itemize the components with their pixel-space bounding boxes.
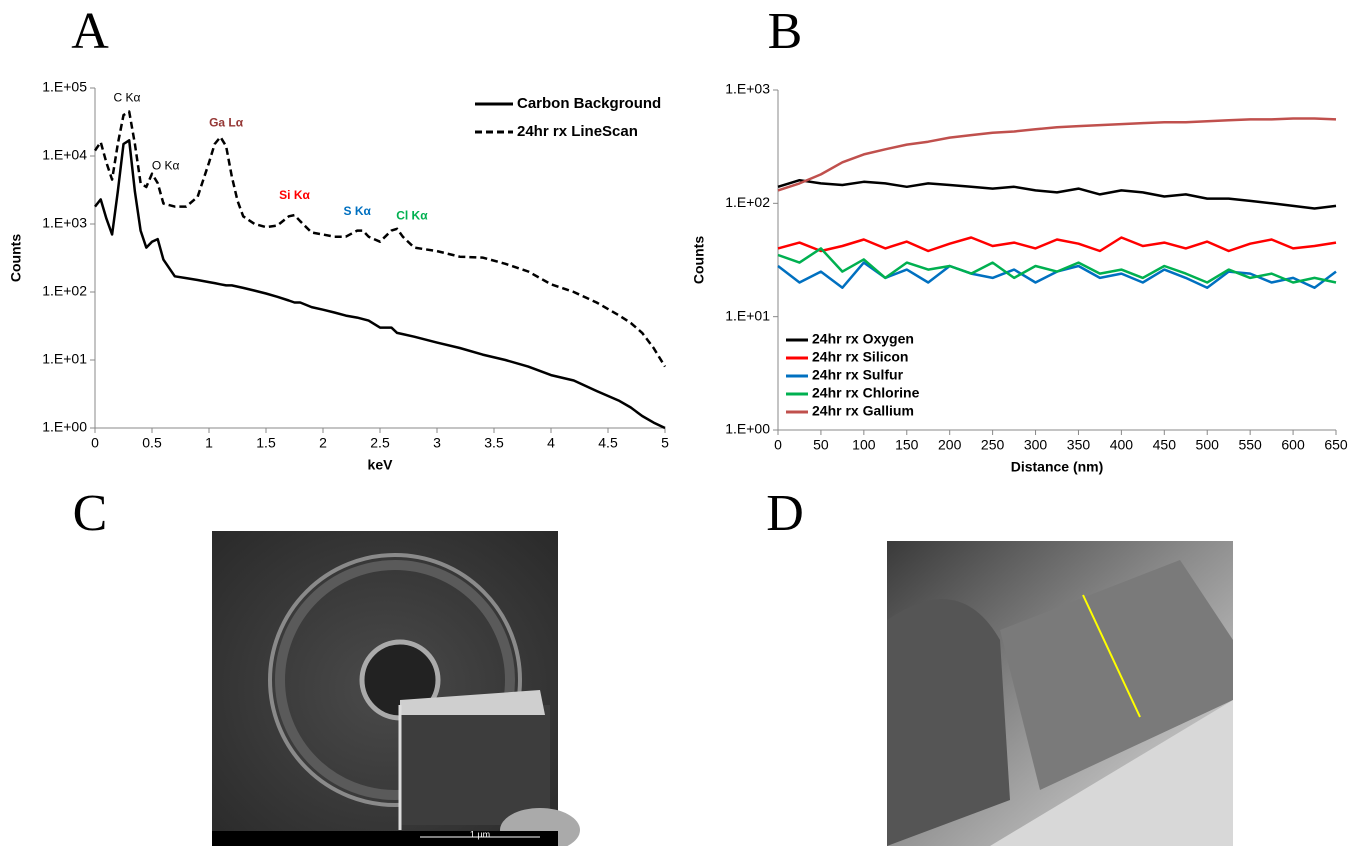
x-axis-title: Distance (nm) [1011,459,1104,475]
y-tick-label: 1.E+05 [42,79,87,95]
y-axis-title: Counts [691,236,707,284]
x-tick-label: 600 [1281,437,1305,453]
sem-image-d [887,541,1233,846]
data-line [777,247,1337,284]
legend-label: 24hr rx Chlorine [812,385,920,401]
legend-label: 24hr rx Gallium [812,403,914,419]
x-tick-label: 650 [1324,437,1348,453]
sem-image-c [212,531,580,851]
peak-label: Cl Kα [396,208,428,222]
x-tick-label: 250 [981,437,1005,453]
x-tick-label: 400 [1110,437,1134,453]
panel-label: C [73,485,108,542]
data-line [777,236,1337,253]
peak-label: Ga Lα [209,116,244,130]
x-tick-label: 0 [91,435,99,451]
x-tick-label: 550 [1238,437,1262,453]
x-tick-label: 1.5 [256,435,276,451]
x-tick-label: 350 [1067,437,1091,453]
x-axis-title: keV [368,457,394,473]
peak-label: Si Kα [279,188,310,202]
x-tick-label: 100 [852,437,876,453]
legend-label: 24hr rx Sulfur [812,367,904,383]
x-tick-label: 5 [661,435,669,451]
x-tick-label: 300 [1024,437,1048,453]
x-tick-label: 150 [895,437,919,453]
panel-label: D [766,485,804,542]
panel-label: A [71,3,109,60]
x-tick-label: 4.5 [598,435,618,451]
x-tick-label: 0.5 [142,435,162,451]
y-tick-label: 1.E+03 [42,215,87,231]
y-tick-label: 1.E+00 [725,421,770,437]
x-tick-label: 450 [1153,437,1177,453]
y-tick-label: 1.E+00 [42,419,87,435]
y-tick-label: 1.E+04 [42,147,87,163]
y-tick-label: 1.E+03 [725,81,770,97]
peak-label: O Kα [152,159,180,173]
x-tick-label: 1 [205,435,213,451]
peak-label: C Kα [113,91,140,105]
x-tick-label: 500 [1196,437,1220,453]
peak-label: S Kα [344,204,372,218]
y-tick-label: 1.E+01 [42,351,87,367]
data-line [777,178,1337,210]
legend-label: 24hr rx LineScan [517,123,638,140]
x-tick-label: 3 [433,435,441,451]
legend-label: 24hr rx Oxygen [812,331,914,347]
x-tick-label: 0 [774,437,782,453]
legend-label: Carbon Background [517,95,661,112]
x-tick-label: 3.5 [484,435,504,451]
legend-label: 24hr rx Silicon [812,349,908,365]
data-line [93,110,667,368]
panel-label: B [768,3,803,60]
data-line [777,261,1337,289]
scale-bar-label: 1 μm [470,829,490,839]
y-tick-label: 1.E+02 [725,194,770,210]
x-tick-label: 4 [547,435,555,451]
y-tick-label: 1.E+01 [725,307,770,323]
x-tick-label: 50 [813,437,829,453]
data-line [94,139,666,430]
y-axis-title: Counts [8,234,24,282]
x-tick-label: 2 [319,435,327,451]
data-line [777,117,1337,192]
y-tick-label: 1.E+02 [42,283,87,299]
x-tick-label: 200 [938,437,962,453]
x-tick-label: 2.5 [370,435,390,451]
